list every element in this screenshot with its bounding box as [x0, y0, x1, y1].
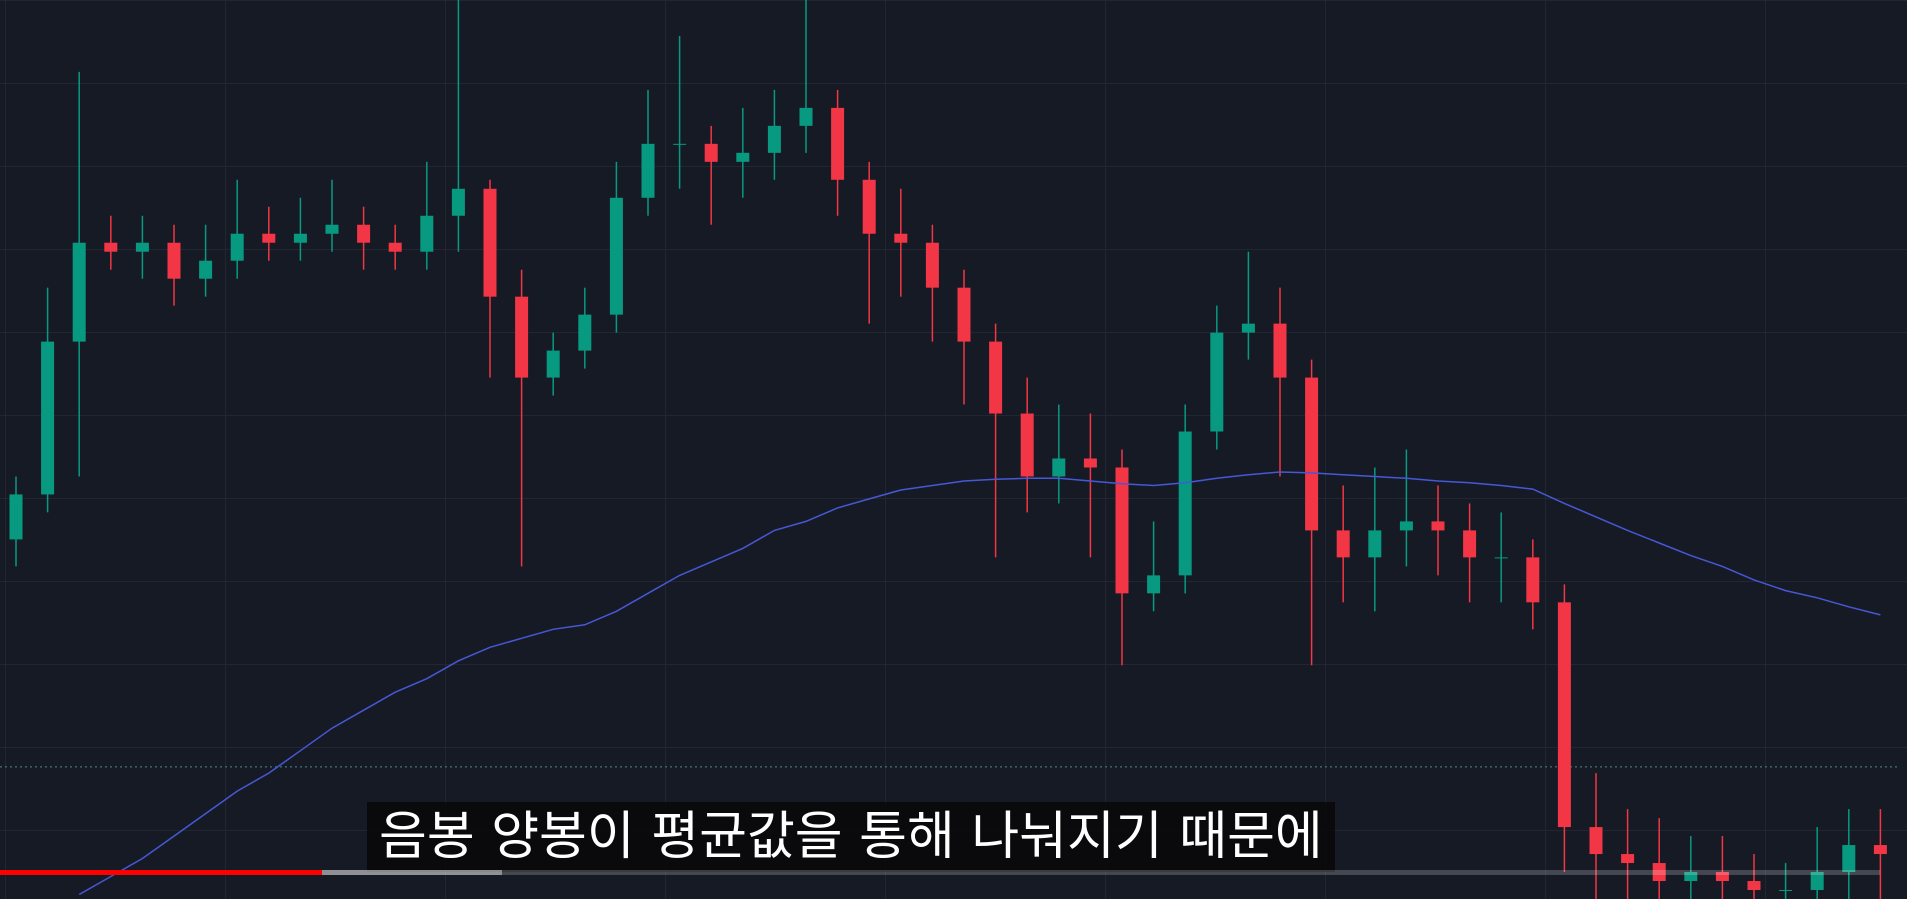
candle-body	[357, 224, 371, 243]
candle-body	[989, 341, 1003, 414]
candle-body	[104, 242, 118, 252]
candle-body	[799, 107, 813, 126]
candle-body	[388, 242, 402, 252]
candle-body	[1684, 872, 1698, 882]
candle-body	[1115, 467, 1129, 594]
candle-body	[1178, 431, 1192, 576]
candle-body	[862, 179, 876, 234]
candle-body	[515, 296, 529, 378]
progress-bar[interactable]	[0, 870, 1880, 875]
candle-body	[1494, 557, 1508, 559]
candle-body	[831, 107, 845, 180]
candle-body	[1431, 521, 1445, 531]
candle-body	[1873, 845, 1887, 855]
candle-body	[483, 188, 497, 297]
candle-body	[167, 242, 181, 279]
candle-body	[1463, 530, 1477, 558]
candle-body	[1526, 557, 1540, 603]
candle-body	[1399, 521, 1413, 531]
candle-body	[199, 260, 213, 279]
candle-body	[894, 233, 908, 243]
candle-body	[420, 215, 434, 252]
candle-body	[1210, 332, 1224, 432]
candle-body	[1336, 530, 1350, 558]
candle-body	[578, 314, 592, 351]
candle-body	[957, 287, 971, 342]
candle-body	[1368, 530, 1382, 558]
candle-body	[1779, 890, 1793, 892]
candle-body	[230, 233, 244, 261]
candle-body	[1842, 845, 1856, 873]
candle-body	[641, 143, 655, 198]
candle-body	[1020, 413, 1034, 477]
candle-body	[72, 242, 86, 342]
candle-body	[325, 224, 339, 234]
candle-body	[673, 143, 687, 145]
candle-body	[451, 188, 465, 216]
candle-body	[262, 233, 276, 243]
candle-body	[293, 233, 307, 243]
candle-body	[1715, 872, 1729, 882]
candle-body	[1557, 602, 1571, 828]
candle-body	[704, 143, 718, 162]
candle-body	[1589, 827, 1603, 855]
candle-body	[546, 350, 560, 378]
candle-body	[767, 125, 781, 153]
candle-body	[925, 242, 939, 288]
candle-body	[1621, 854, 1635, 864]
candle-body	[1652, 863, 1666, 882]
candle-body	[1147, 575, 1161, 594]
played-bar	[0, 870, 322, 875]
candle-body	[1052, 458, 1066, 477]
candle-body	[1305, 377, 1319, 531]
candle-body	[41, 341, 55, 495]
candle-body	[736, 152, 750, 162]
candle-body	[609, 197, 623, 315]
candle-body	[1273, 323, 1287, 378]
subtitle: 음봉 양봉이 평균값을 통해 나눠지기 때문에	[367, 802, 1335, 872]
candle-body	[1241, 323, 1255, 333]
candle-body	[135, 242, 149, 252]
candle-body	[1747, 881, 1761, 891]
candle-body	[1810, 872, 1824, 891]
candle-body	[9, 494, 23, 540]
moving-average-line	[78, 471, 1881, 896]
candle-body	[1083, 458, 1097, 468]
